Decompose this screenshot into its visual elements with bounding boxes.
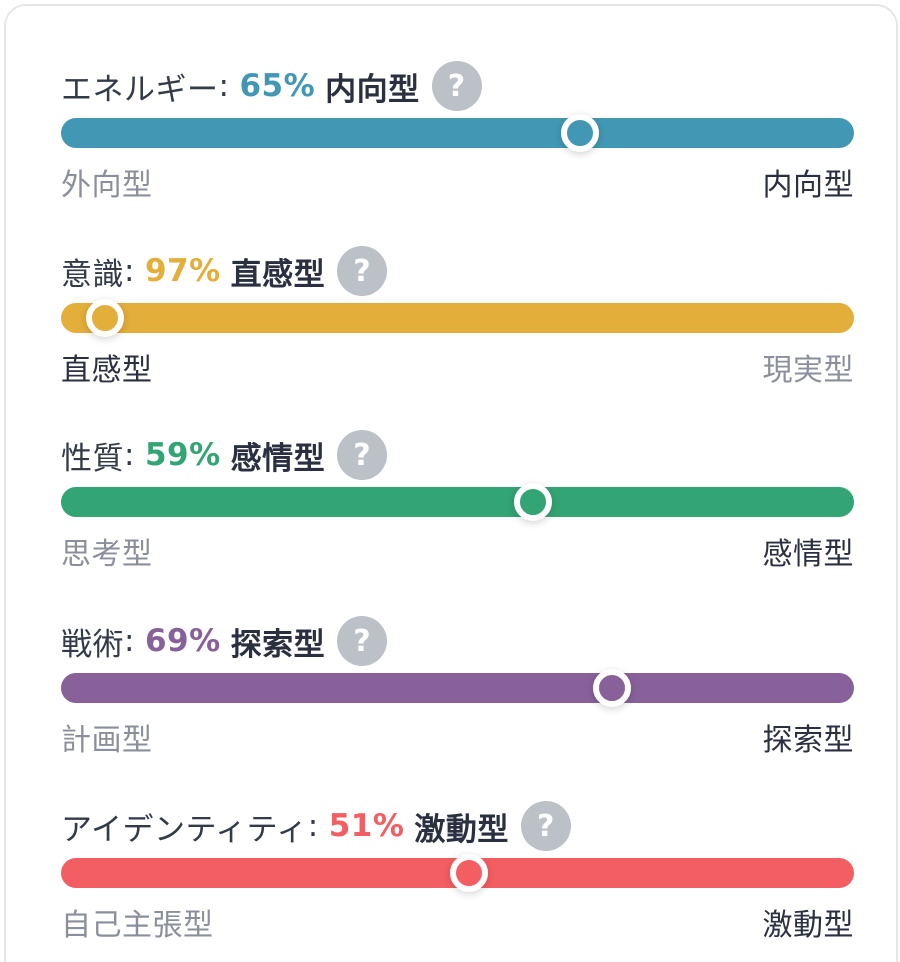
trait-nature: 性質 : 59% 感情型 ? 思考型 感情型 <box>61 427 854 587</box>
trait-percent: 97% <box>144 253 221 289</box>
question-glyph: ? <box>353 253 372 289</box>
trait-title: エネルギー : 65% 内向型 ? <box>61 58 482 114</box>
question-glyph: ? <box>536 808 555 844</box>
trait-title: アイデンティティ : 51% 激動型 ? <box>61 798 571 854</box>
trait-colon: : <box>218 68 230 104</box>
trait-left-label: 計画型 <box>61 723 153 758</box>
question-icon[interactable]: ? <box>337 616 388 666</box>
trait-right-label: 現実型 <box>762 353 854 388</box>
trait-colon: : <box>124 253 135 289</box>
trait-bar <box>61 114 854 152</box>
trait-left-label: 直感型 <box>61 353 153 388</box>
trait-bar <box>61 483 854 521</box>
trait-bar <box>61 299 854 337</box>
trait-name: 性質 <box>61 440 124 477</box>
trait-type: 探索型 <box>230 626 326 663</box>
trait-slider-knob[interactable] <box>85 299 124 337</box>
trait-slider-knob[interactable] <box>513 483 552 521</box>
trait-slider-knob[interactable] <box>450 854 489 892</box>
trait-right-label: 激動型 <box>762 908 854 943</box>
trait-mind: 意識 : 97% 直感型 ? 直感型 現実型 <box>61 243 854 403</box>
trait-title: 性質 : 59% 感情型 ? <box>61 427 388 483</box>
trait-name: アイデンティティ <box>61 811 308 848</box>
trait-left-label: 外向型 <box>61 168 153 203</box>
trait-colon: : <box>124 623 135 659</box>
trait-percent: 51% <box>328 808 405 844</box>
trait-percent: 59% <box>144 437 221 473</box>
trait-slider-knob[interactable] <box>593 669 632 707</box>
question-icon[interactable]: ? <box>431 61 482 111</box>
trait-right-label: 感情型 <box>762 537 854 572</box>
trait-colon: : <box>307 808 319 844</box>
trait-name: エネルギー <box>61 71 219 108</box>
trait-title: 戦術 : 69% 探索型 ? <box>61 613 388 669</box>
trait-left-label: 思考型 <box>61 537 153 572</box>
question-glyph: ? <box>447 68 466 104</box>
trait-name: 意識 <box>61 256 124 293</box>
trait-percent: 69% <box>144 623 221 659</box>
question-glyph: ? <box>353 437 372 473</box>
trait-tactics: 戦術 : 69% 探索型 ? 計画型 探索型 <box>61 613 854 773</box>
trait-slider-knob[interactable] <box>561 114 600 152</box>
trait-bar <box>61 669 854 707</box>
trait-identity: アイデンティティ : 51% 激動型 ? 自己主張型 激動型 <box>61 798 854 958</box>
trait-type: 直感型 <box>230 256 326 293</box>
trait-bar <box>61 854 854 892</box>
question-icon[interactable]: ? <box>337 430 388 480</box>
trait-title: 意識 : 97% 直感型 ? <box>61 243 388 299</box>
trait-name: 戦術 <box>61 626 124 663</box>
question-icon[interactable]: ? <box>520 801 571 851</box>
trait-energy: エネルギー : 65% 内向型 ? 外向型 内向型 <box>61 58 854 218</box>
trait-percent: 65% <box>239 68 316 104</box>
trait-right-label: 探索型 <box>762 723 854 758</box>
question-glyph: ? <box>353 623 372 659</box>
trait-type: 内向型 <box>325 71 420 108</box>
personality-traits-card: エネルギー : 65% 内向型 ? 外向型 内向型 意識 : 97% 直感型 ?… <box>4 4 898 962</box>
trait-left-label: 自己主張型 <box>61 908 214 943</box>
trait-type: 感情型 <box>230 440 326 477</box>
question-icon[interactable]: ? <box>337 246 388 296</box>
trait-colon: : <box>124 437 135 473</box>
trait-right-label: 内向型 <box>762 168 854 203</box>
trait-type: 激動型 <box>414 811 509 848</box>
